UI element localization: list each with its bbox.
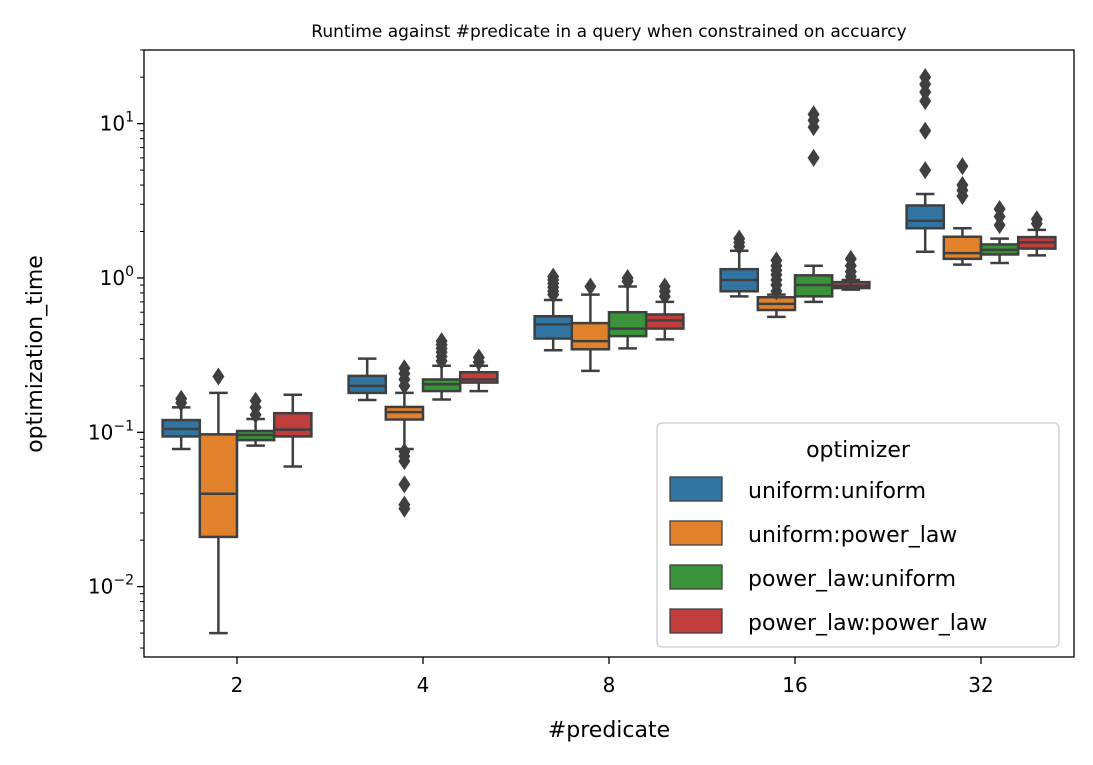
plot-frame xyxy=(143,49,1075,658)
box xyxy=(533,314,574,340)
chart-title: Runtime against #predicate in a query wh… xyxy=(311,22,906,42)
x-tick-label: 2 xyxy=(231,673,244,697)
flier-point xyxy=(249,391,262,410)
legend-label: uniform:power_law xyxy=(748,523,957,548)
y-axis: 10−2 10−1 100 101 xyxy=(88,49,144,649)
x-tick-label: 16 xyxy=(782,673,807,697)
flier-point xyxy=(993,199,1006,218)
flier-point xyxy=(919,68,932,87)
x-tick-label: 32 xyxy=(968,673,993,697)
y-tick-label: 10−2 xyxy=(88,573,134,599)
legend-frame xyxy=(656,422,1060,648)
x-axis-title: #predicate xyxy=(548,718,670,743)
box xyxy=(458,370,499,384)
flier-point xyxy=(844,249,857,268)
legend-label: uniform:uniform xyxy=(748,479,926,504)
series-power-law-power-law xyxy=(272,210,1057,468)
flier-point xyxy=(807,148,820,167)
box xyxy=(942,235,983,261)
flier-point xyxy=(398,495,411,514)
box xyxy=(198,433,239,539)
flier-point xyxy=(956,157,969,176)
x-tick-label: 8 xyxy=(603,673,616,697)
y-tick-label: 100 xyxy=(100,264,134,290)
y-axis-title: optimization_time xyxy=(23,255,48,453)
flier-point xyxy=(770,251,783,270)
y-tick-label: 101 xyxy=(100,110,134,136)
flier-point xyxy=(1030,210,1043,229)
box xyxy=(905,204,946,230)
series-uniform-uniform xyxy=(161,68,946,451)
legend-label: power_law:power_law xyxy=(748,611,987,636)
x-tick-label: 4 xyxy=(417,673,430,697)
flier-point xyxy=(472,348,485,367)
flier-point xyxy=(398,475,411,494)
box xyxy=(347,374,388,395)
legend-label: power_law:uniform xyxy=(748,567,956,592)
legend-swatch xyxy=(669,608,723,634)
flier-point xyxy=(621,268,634,287)
flier-point xyxy=(398,442,411,461)
flier-point xyxy=(658,277,671,296)
flier-point xyxy=(398,359,411,378)
box xyxy=(570,321,611,351)
flier-point xyxy=(175,389,188,408)
box xyxy=(272,411,313,438)
x-axis: 2 4 8 16 32 xyxy=(231,657,994,697)
series-power-law-uniform xyxy=(235,105,1020,447)
flier-point xyxy=(807,105,820,124)
y-tick-label: 10−1 xyxy=(88,418,134,444)
flier-point xyxy=(584,277,597,296)
flier-point xyxy=(547,267,560,286)
flier-point xyxy=(956,176,969,195)
series-uniform-power-law xyxy=(198,157,983,635)
legend: optimizer uniform:uniform uniform:power_l… xyxy=(656,422,1060,648)
legend-title: optimizer xyxy=(806,438,911,463)
legend-swatch xyxy=(669,476,723,502)
flier-point xyxy=(919,161,932,180)
legend-swatch xyxy=(669,520,723,546)
plot-area xyxy=(161,68,1057,635)
legend-swatch xyxy=(669,564,723,590)
flier-point xyxy=(919,121,932,140)
flier-point xyxy=(733,229,746,248)
flier-point xyxy=(212,367,225,386)
flier-point xyxy=(435,332,448,351)
box xyxy=(607,310,648,338)
